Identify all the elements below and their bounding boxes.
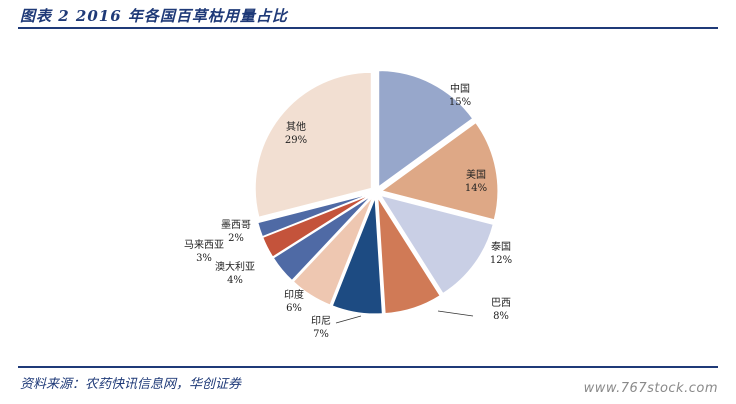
- slice-label-9: 其他: [286, 120, 306, 133]
- slice-label-4: 印尼: [311, 315, 331, 327]
- leader-line-3: [437, 310, 474, 317]
- pie-slice-5: [292, 196, 374, 306]
- pie-slice-7: [262, 194, 371, 258]
- slice-label-2: 泰国: [491, 240, 511, 253]
- pie-slice-4: [331, 197, 383, 315]
- slice-value-2: 12%: [490, 255, 512, 266]
- pie-chart-svg: 中国 15% 美国 14% 泰国 12% 巴西 8% 印尼 7% 印度 6% 澳大利亚 4% 马来西亚 3% 墨…: [184, 70, 512, 340]
- slice-value-3: 8%: [493, 311, 509, 322]
- leader-line-4: [335, 315, 362, 324]
- slice-value-4: 7%: [313, 329, 329, 340]
- source-bar: 资料来源：农药快讯信息网，华创证券: [18, 366, 718, 392]
- figure-title-bar: 图表 2 2016 年各国百草枯用量占比: [18, 3, 718, 29]
- slice-value-9: 29%: [285, 135, 307, 146]
- slice-value-6: 4%: [227, 275, 243, 286]
- slice-label-5: 印度: [284, 288, 304, 301]
- slice-value-7: 3%: [196, 253, 212, 264]
- pie-slice-8: [257, 193, 371, 238]
- pie-slice-1: [380, 121, 499, 221]
- slice-label-7: 马来西亚: [184, 239, 224, 251]
- pie-slice-9: [254, 71, 372, 218]
- slice-label-1: 美国: [466, 168, 486, 181]
- slice-value-1: 14%: [465, 183, 487, 194]
- pie-slice-2: [379, 194, 494, 295]
- source-note: 资料来源：农药快讯信息网，华创证券: [20, 377, 242, 392]
- figure-title: 图表 2 2016 年各国百草枯用量占比: [20, 7, 288, 25]
- pie-slice-6: [272, 195, 372, 282]
- watermark: www.767stock.com: [583, 381, 718, 396]
- slice-value-8: 2%: [228, 233, 244, 244]
- slice-label-0: 中国: [450, 82, 470, 95]
- slice-value-5: 6%: [286, 303, 302, 314]
- slice-label-8: 墨西哥: [221, 219, 251, 231]
- pie-chart: 中国 15% 美国 14% 泰国 12% 巴西 8% 印尼 7% 印度 6% 澳大利亚 4% 马来西亚 3% 墨…: [18, 30, 718, 360]
- slice-label-3: 巴西: [491, 297, 511, 309]
- slice-value-0: 15%: [449, 97, 471, 108]
- slice-label-6: 澳大利亚: [215, 260, 255, 273]
- pie-slice-0: [378, 70, 474, 188]
- pie-slice-3: [377, 197, 441, 315]
